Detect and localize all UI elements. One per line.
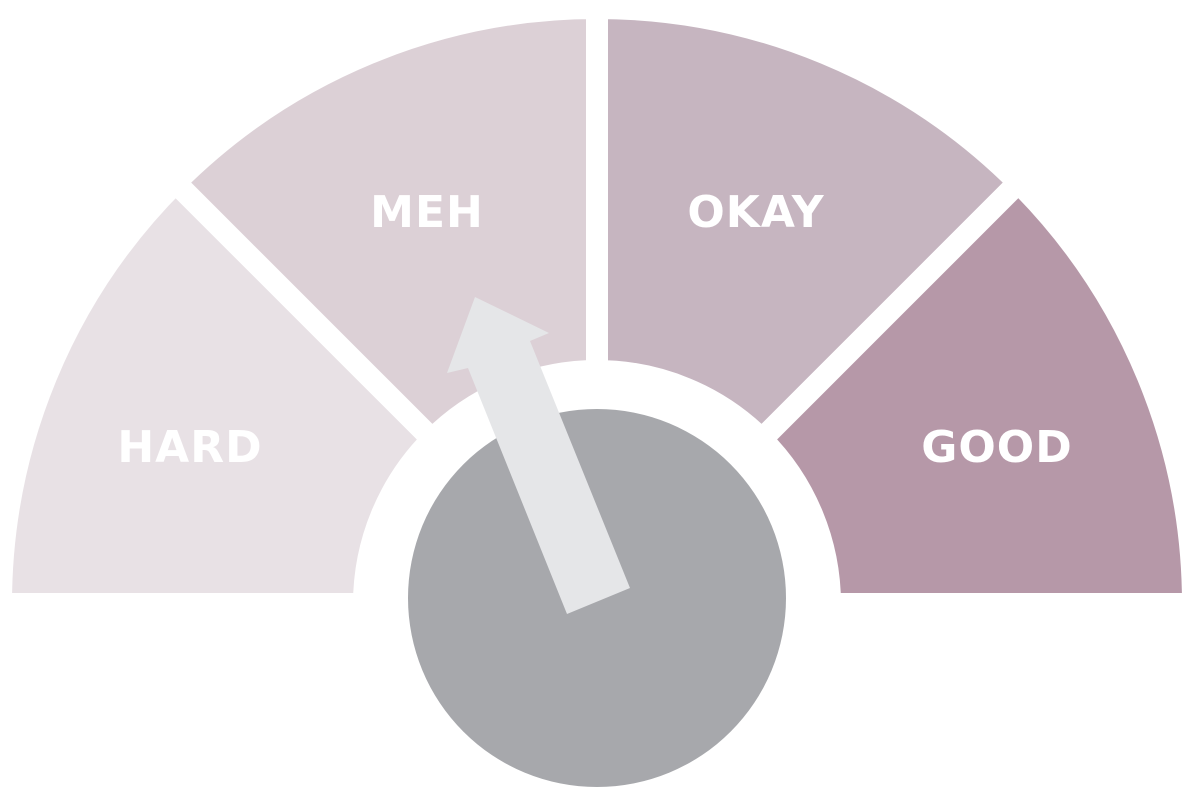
gauge-segment-okay xyxy=(586,0,1034,455)
segment-label-hard: HARD xyxy=(117,422,262,473)
segment-label-good: GOOD xyxy=(921,422,1072,473)
gauge-labels: HARD MEH OKAY GOOD xyxy=(117,187,1072,473)
segment-label-meh: MEH xyxy=(370,187,484,238)
segment-label-okay: OKAY xyxy=(687,187,824,238)
gauge-needle-arrow xyxy=(447,297,630,614)
gauge-segment-good xyxy=(746,167,1200,615)
gauge-segment-hard xyxy=(0,167,448,615)
